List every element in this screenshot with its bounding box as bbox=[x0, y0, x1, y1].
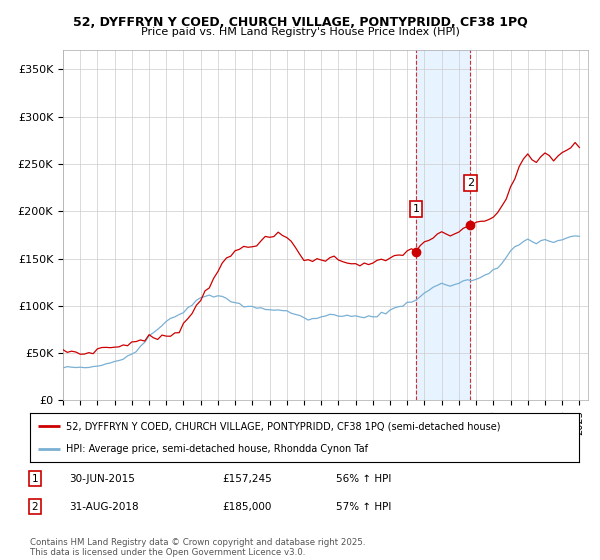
Bar bbox=[416, 50, 470, 400]
Text: Price paid vs. HM Land Registry's House Price Index (HPI): Price paid vs. HM Land Registry's House … bbox=[140, 27, 460, 37]
Text: HPI: Average price, semi-detached house, Rhondda Cynon Taf: HPI: Average price, semi-detached house,… bbox=[65, 444, 368, 454]
Text: Contains HM Land Registry data © Crown copyright and database right 2025.
This d: Contains HM Land Registry data © Crown c… bbox=[30, 538, 365, 557]
Text: 2: 2 bbox=[467, 178, 474, 188]
Text: 56% ↑ HPI: 56% ↑ HPI bbox=[336, 474, 391, 484]
Text: 57% ↑ HPI: 57% ↑ HPI bbox=[336, 502, 391, 512]
Text: 30-JUN-2015: 30-JUN-2015 bbox=[69, 474, 135, 484]
Text: 52, DYFFRYN Y COED, CHURCH VILLAGE, PONTYPRIDD, CF38 1PQ: 52, DYFFRYN Y COED, CHURCH VILLAGE, PONT… bbox=[73, 16, 527, 29]
Text: 31-AUG-2018: 31-AUG-2018 bbox=[69, 502, 139, 512]
Text: 2: 2 bbox=[31, 502, 38, 512]
Text: £185,000: £185,000 bbox=[222, 502, 271, 512]
Text: 1: 1 bbox=[412, 204, 419, 214]
Text: 1: 1 bbox=[31, 474, 38, 484]
Text: £157,245: £157,245 bbox=[222, 474, 272, 484]
Text: 52, DYFFRYN Y COED, CHURCH VILLAGE, PONTYPRIDD, CF38 1PQ (semi-detached house): 52, DYFFRYN Y COED, CHURCH VILLAGE, PONT… bbox=[65, 421, 500, 431]
